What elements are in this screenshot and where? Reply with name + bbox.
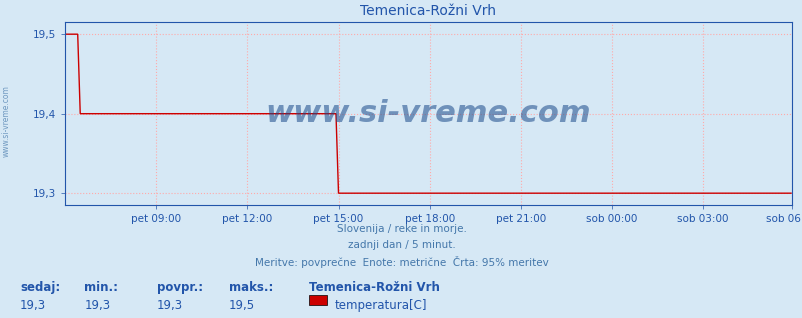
Text: 19,3: 19,3 (156, 299, 183, 312)
Text: maks.:: maks.: (229, 281, 273, 294)
Text: sedaj:: sedaj: (20, 281, 60, 294)
Text: povpr.:: povpr.: (156, 281, 202, 294)
Text: Slovenija / reke in morje.: Slovenija / reke in morje. (336, 224, 466, 234)
Text: zadnji dan / 5 minut.: zadnji dan / 5 minut. (347, 240, 455, 250)
Text: 19,3: 19,3 (20, 299, 47, 312)
Text: www.si-vreme.com: www.si-vreme.com (2, 85, 11, 157)
Text: Temenica-Rožni Vrh: Temenica-Rožni Vrh (309, 281, 439, 294)
Text: min.:: min.: (84, 281, 118, 294)
Text: temperatura[C]: temperatura[C] (334, 299, 427, 312)
Text: 19,5: 19,5 (229, 299, 255, 312)
Text: 19,3: 19,3 (84, 299, 111, 312)
Text: www.si-vreme.com: www.si-vreme.com (265, 99, 590, 128)
Text: Meritve: povprečne  Enote: metrične  Črta: 95% meritev: Meritve: povprečne Enote: metrične Črta:… (254, 256, 548, 268)
Title: Temenica-Rožni Vrh: Temenica-Rožni Vrh (360, 4, 496, 18)
